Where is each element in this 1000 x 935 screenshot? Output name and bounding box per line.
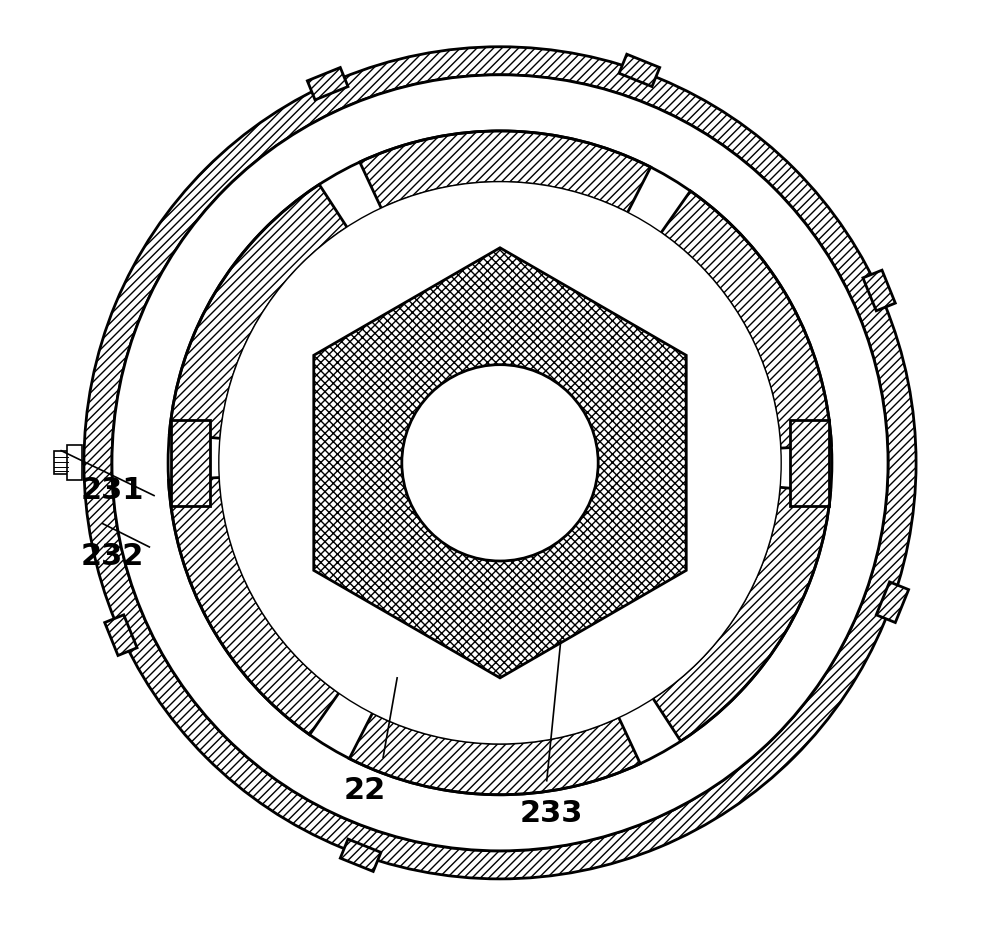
- Polygon shape: [314, 248, 686, 678]
- Polygon shape: [619, 54, 660, 87]
- Bar: [67, 445, 82, 480]
- Wedge shape: [661, 191, 831, 448]
- Circle shape: [220, 182, 780, 743]
- Wedge shape: [360, 131, 651, 213]
- Wedge shape: [169, 184, 347, 439]
- Wedge shape: [169, 478, 339, 735]
- Circle shape: [402, 365, 598, 561]
- Text: 231: 231: [80, 476, 144, 506]
- Text: 22: 22: [343, 775, 386, 805]
- Text: 233: 233: [520, 798, 583, 828]
- Bar: [171, 420, 210, 506]
- Polygon shape: [863, 270, 895, 310]
- Wedge shape: [349, 712, 640, 795]
- Polygon shape: [314, 248, 686, 678]
- Bar: [54, 451, 68, 474]
- Bar: [790, 420, 829, 506]
- Polygon shape: [105, 615, 137, 655]
- Polygon shape: [307, 67, 348, 100]
- Text: 232: 232: [80, 541, 144, 571]
- Circle shape: [112, 75, 888, 851]
- Polygon shape: [876, 582, 909, 623]
- Wedge shape: [653, 487, 831, 741]
- Polygon shape: [340, 839, 381, 871]
